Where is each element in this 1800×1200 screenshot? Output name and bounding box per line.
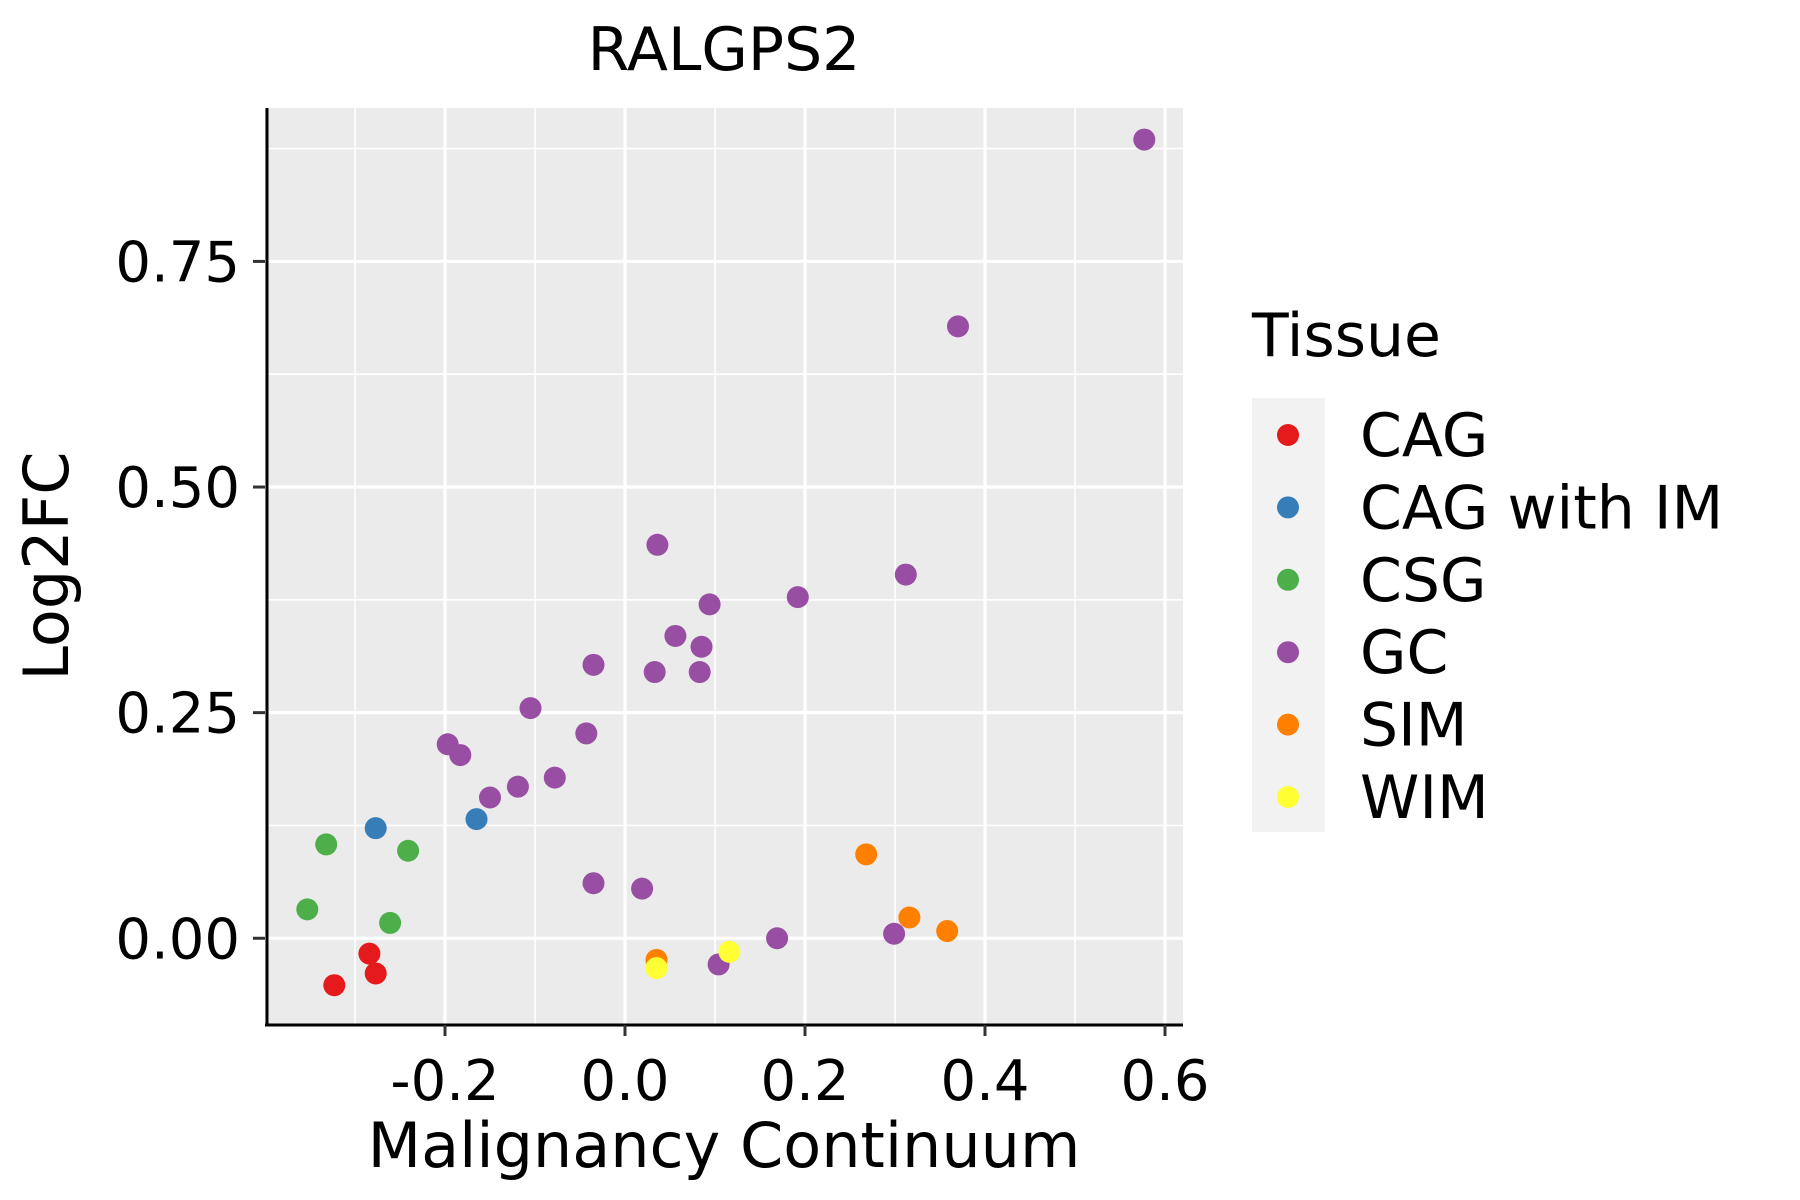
data-point-gc [479, 786, 501, 809]
data-point-gc [894, 563, 917, 586]
data-point-gc [698, 593, 721, 616]
legend-key-gc [1277, 641, 1299, 664]
data-point-sim [898, 906, 921, 929]
data-point-gc [664, 624, 687, 647]
legend-label: GC [1360, 618, 1448, 688]
x-axis-title: Malignancy Continuum [368, 1109, 1081, 1182]
legend-label: CAG with IM [1360, 473, 1723, 543]
data-point-cag-with-im [364, 817, 387, 840]
data-point-cag [323, 974, 346, 997]
data-point-gc [646, 533, 669, 556]
legend-key-csg [1277, 568, 1299, 591]
legend-key-cag [1277, 424, 1299, 446]
data-point-cag [364, 962, 387, 985]
data-point-sim [855, 843, 878, 866]
data-point-gc [690, 635, 713, 658]
y-tick-label: 0.25 [115, 682, 240, 747]
data-point-gc [643, 661, 666, 684]
x-tick-label: 0.0 [580, 1049, 669, 1114]
legend-label: CSG [1360, 546, 1486, 616]
data-point-gc [519, 697, 542, 720]
data-point-gc [506, 775, 529, 798]
data-point-gc [449, 744, 472, 767]
data-point-gc [1133, 128, 1156, 151]
x-ticks: -0.2 0.0 0.2 0.4 0.6 [390, 1025, 1210, 1114]
legend-key-wim [1277, 786, 1299, 808]
data-point-gc [582, 653, 605, 676]
data-point-sim [936, 920, 959, 943]
x-tick-label: -0.2 [390, 1049, 499, 1114]
data-point-csg [296, 898, 319, 921]
y-ticks: 0.00 0.25 0.50 0.75 [115, 230, 265, 972]
data-point-gc [883, 922, 906, 945]
plot-panel [265, 108, 1183, 1024]
x-tick-label: 0.2 [760, 1049, 849, 1114]
data-point-gc [543, 766, 566, 789]
data-point-cag [358, 942, 381, 965]
data-point-gc [688, 661, 711, 684]
data-point-gc [766, 927, 789, 950]
legend-label: WIM [1360, 763, 1489, 833]
data-point-csg [379, 911, 402, 934]
legend-key-background [1252, 398, 1325, 832]
legend-label: CAG [1360, 401, 1488, 471]
chart-title: RALGPS2 [588, 15, 861, 85]
data-point-csg [397, 839, 420, 862]
data-point-gc [582, 872, 605, 895]
y-tick-label: 0.75 [115, 230, 240, 295]
data-point-cag-with-im [465, 808, 488, 831]
data-points [296, 128, 1156, 997]
y-axis-title: Log2FC [10, 451, 83, 680]
legend-title: Tissue [1251, 301, 1441, 371]
y-tick-label: 0.50 [115, 456, 240, 521]
data-point-gc [786, 586, 809, 609]
legend-label: SIM [1360, 691, 1468, 761]
grid-major [265, 108, 1183, 1024]
data-point-gc [575, 722, 598, 745]
legend-key-sim [1277, 713, 1299, 736]
x-tick-label: 0.4 [940, 1049, 1029, 1114]
y-tick-label: 0.00 [115, 907, 240, 972]
data-point-wim [718, 940, 741, 963]
data-point-gc [947, 315, 969, 338]
x-tick-label: 0.6 [1120, 1049, 1209, 1114]
data-point-csg [315, 833, 338, 856]
legend-key-cag-with-im [1277, 496, 1299, 519]
data-point-wim [645, 957, 668, 980]
data-point-gc [631, 877, 654, 900]
